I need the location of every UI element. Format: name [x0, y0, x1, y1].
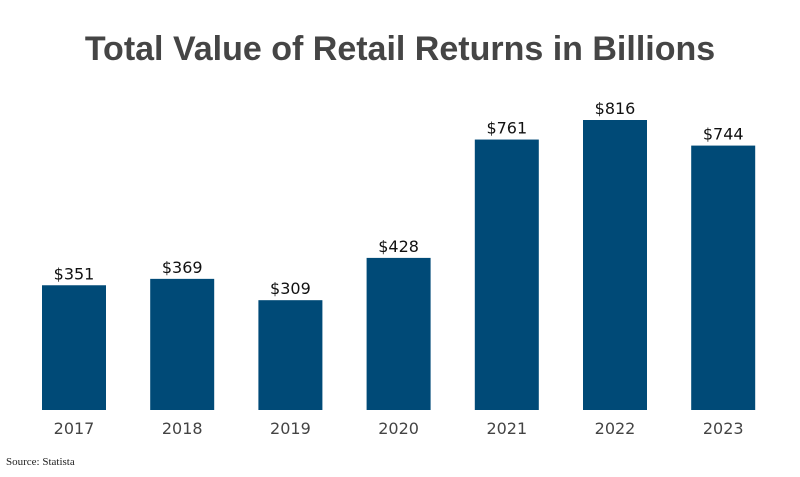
- bar-2020: [366, 257, 431, 410]
- x-tick-2018: 2018: [162, 419, 203, 438]
- chart-title: Total Value of Retail Returns in Billion…: [84, 30, 716, 68]
- x-tick-2019: 2019: [270, 419, 311, 438]
- source-note: Source: Statista: [6, 456, 75, 468]
- x-tick-2020: 2020: [378, 419, 419, 438]
- data-label-2021: $761: [486, 119, 527, 138]
- bar-2018: [150, 278, 215, 410]
- x-tick-2022: 2022: [595, 419, 636, 438]
- bar-2021: [474, 139, 539, 410]
- data-label-2022: $816: [595, 99, 636, 118]
- bar-2019: [258, 300, 323, 410]
- data-label-2023: $744: [703, 125, 744, 144]
- x-tick-2021: 2021: [486, 419, 527, 438]
- bar-2022: [583, 120, 647, 410]
- x-tick-2023: 2023: [703, 419, 744, 438]
- data-label-2017: $351: [54, 264, 95, 283]
- data-label-2018: $369: [162, 258, 203, 277]
- bar-2017: [42, 285, 106, 410]
- data-label-2019: $309: [270, 279, 311, 298]
- data-label-2020: $428: [378, 237, 419, 256]
- x-tick-2017: 2017: [54, 419, 95, 438]
- bar-2023: [691, 145, 756, 410]
